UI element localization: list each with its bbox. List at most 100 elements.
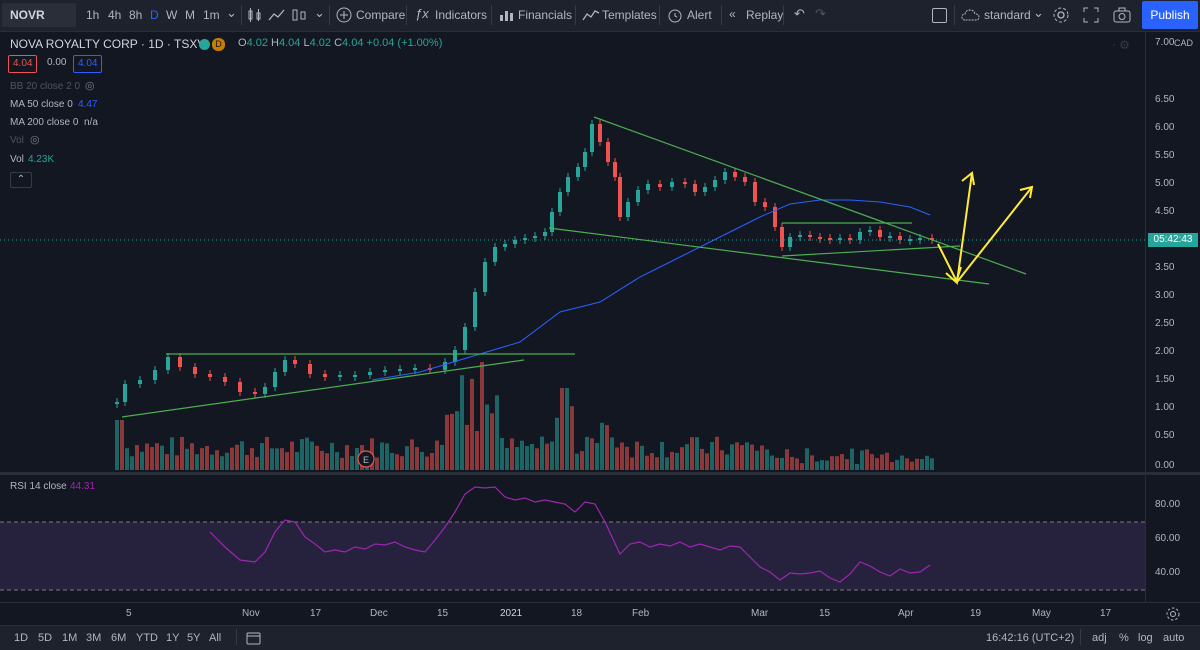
axis-tick: 2.00 xyxy=(1155,346,1175,357)
log-toggle[interactable]: log xyxy=(1138,632,1153,644)
candle xyxy=(566,177,570,192)
compare-button[interactable]: Compare xyxy=(356,8,406,22)
volume-bar xyxy=(380,442,384,470)
alarm-clock-icon[interactable] xyxy=(667,7,683,23)
volume-bar xyxy=(515,447,519,470)
interval-8h[interactable]: 8h xyxy=(129,8,143,22)
volume-bar xyxy=(350,456,354,470)
ask-price[interactable]: 4.04 xyxy=(73,55,103,73)
time-label: Dec xyxy=(370,608,388,619)
fullscreen-layout-icon[interactable] xyxy=(932,8,947,23)
bottom-toolbar: 1D 5D 1M 3M 6M YTD 1Y 5Y All 16:42:16 (U… xyxy=(0,625,1200,650)
earnings-icon[interactable] xyxy=(357,450,375,468)
range-6m[interactable]: 6M xyxy=(111,632,127,644)
volume-bar xyxy=(255,456,259,470)
volume-bar xyxy=(730,444,734,470)
settings-icon[interactable] xyxy=(1165,606,1181,622)
volume-bar xyxy=(190,443,194,470)
line-chart-icon[interactable] xyxy=(268,7,286,23)
interval-1h[interactable]: 1h xyxy=(86,8,100,22)
volume-bar xyxy=(245,455,249,470)
chevron-down-icon[interactable]: ⌄ xyxy=(226,5,237,20)
volume-bar xyxy=(355,447,359,470)
vol-hidden-label[interactable]: Vol xyxy=(10,135,24,146)
replay-button[interactable]: Replay xyxy=(746,8,784,22)
auto-toggle[interactable]: auto xyxy=(1163,632,1185,644)
volume-bar xyxy=(445,414,449,470)
ma50-label[interactable]: MA 50 close 0 xyxy=(10,99,73,110)
heikin-ashi-icon[interactable] xyxy=(290,7,308,23)
indicators-button[interactable]: Indicators xyxy=(435,8,488,22)
candle xyxy=(503,244,507,247)
gear-icon[interactable] xyxy=(1052,6,1070,24)
symbol-search[interactable]: NOVR xyxy=(2,3,76,27)
candle xyxy=(868,230,872,232)
rewind-icon[interactable]: « xyxy=(729,7,736,21)
plus-circle-icon[interactable] xyxy=(336,7,352,23)
axis-tick: 2.50 xyxy=(1155,318,1175,329)
delayed-badge: D xyxy=(212,38,225,51)
interval-w[interactable]: W xyxy=(166,8,178,22)
volume-bar xyxy=(660,441,664,470)
price-chart[interactable]: E xyxy=(0,32,1145,602)
publish-button[interactable]: Publish xyxy=(1142,1,1198,29)
alert-button[interactable]: Alert xyxy=(687,8,712,22)
percent-toggle[interactable]: % xyxy=(1119,632,1129,644)
camera-icon[interactable] xyxy=(1113,7,1131,23)
layout-name[interactable]: standard xyxy=(984,8,1031,22)
financials-icon[interactable] xyxy=(499,8,515,22)
candle xyxy=(263,387,267,394)
chevron-down-icon[interactable]: ⌄ xyxy=(1033,5,1044,20)
time-axis[interactable]: 5 Nov 17 Dec 15 2021 18 Feb Mar 15 Apr 1… xyxy=(0,602,1200,625)
price-axis[interactable]: 7.00 CAD 6.50 6.00 5.50 5.00 4.50 3.50 3… xyxy=(1145,32,1200,602)
chart-title[interactable]: NOVA ROYALTY CORP · 1D · TSXV xyxy=(10,37,206,51)
fullscreen-icon[interactable] xyxy=(1083,7,1099,23)
range-1y[interactable]: 1Y xyxy=(166,632,180,644)
goto-date-icon[interactable] xyxy=(246,631,262,645)
adj-toggle[interactable]: adj xyxy=(1092,632,1107,644)
clock[interactable]: 16:42:16 (UTC+2) xyxy=(986,632,1075,644)
volume-label[interactable]: Vol xyxy=(10,154,24,165)
chevron-down-icon[interactable]: ⌄ xyxy=(314,5,325,20)
range-all[interactable]: All xyxy=(209,632,222,644)
rsi-label[interactable]: RSI 14 close xyxy=(10,481,67,492)
candle xyxy=(723,172,727,180)
range-1d[interactable]: 1D xyxy=(14,632,29,644)
pane-controls-icon[interactable]: ⋅ ⚙ xyxy=(1112,38,1130,52)
range-3m[interactable]: 3M xyxy=(86,632,102,644)
interval-m[interactable]: M xyxy=(185,8,195,22)
bb-indicator-label[interactable]: BB 20 close 2 0 xyxy=(10,81,81,92)
templates-button[interactable]: Templates xyxy=(602,8,657,22)
collapse-legend-button[interactable]: ⌃ xyxy=(10,172,32,188)
volume-bar xyxy=(595,443,599,470)
eye-hidden-icon[interactable]: ◎ xyxy=(30,134,40,146)
candle xyxy=(273,372,277,387)
candles-icon[interactable] xyxy=(246,7,264,23)
interval-1m[interactable]: 1m xyxy=(203,8,220,22)
range-5y[interactable]: 5Y xyxy=(187,632,201,644)
financials-button[interactable]: Financials xyxy=(518,8,573,22)
candle xyxy=(878,230,882,237)
volume-bar xyxy=(665,457,669,470)
pane-separator[interactable] xyxy=(0,472,1145,475)
candle xyxy=(523,238,527,240)
volume-bar xyxy=(735,442,739,470)
bid-price[interactable]: 4.04 xyxy=(8,55,38,73)
undo-icon[interactable]: ↶ xyxy=(794,6,805,21)
range-1m[interactable]: 1M xyxy=(62,632,78,644)
eye-hidden-icon[interactable]: ◎ xyxy=(85,80,95,92)
range-5d[interactable]: 5D xyxy=(38,632,53,644)
interval-4h[interactable]: 4h xyxy=(108,8,122,22)
rsi-band xyxy=(0,522,1145,590)
cloud-icon[interactable] xyxy=(961,8,981,22)
range-ytd[interactable]: YTD xyxy=(136,632,158,644)
templates-icon[interactable] xyxy=(582,8,600,22)
volume-bar xyxy=(300,439,304,470)
redo-icon[interactable]: ↷ xyxy=(815,6,826,21)
volume-bar xyxy=(215,450,219,470)
fx-icon[interactable]: ƒx xyxy=(415,6,429,21)
ma200-label[interactable]: MA 200 close 0 xyxy=(10,117,79,128)
volume-bar xyxy=(675,452,679,470)
time-label: Nov xyxy=(242,608,260,619)
interval-d[interactable]: D xyxy=(150,8,159,22)
